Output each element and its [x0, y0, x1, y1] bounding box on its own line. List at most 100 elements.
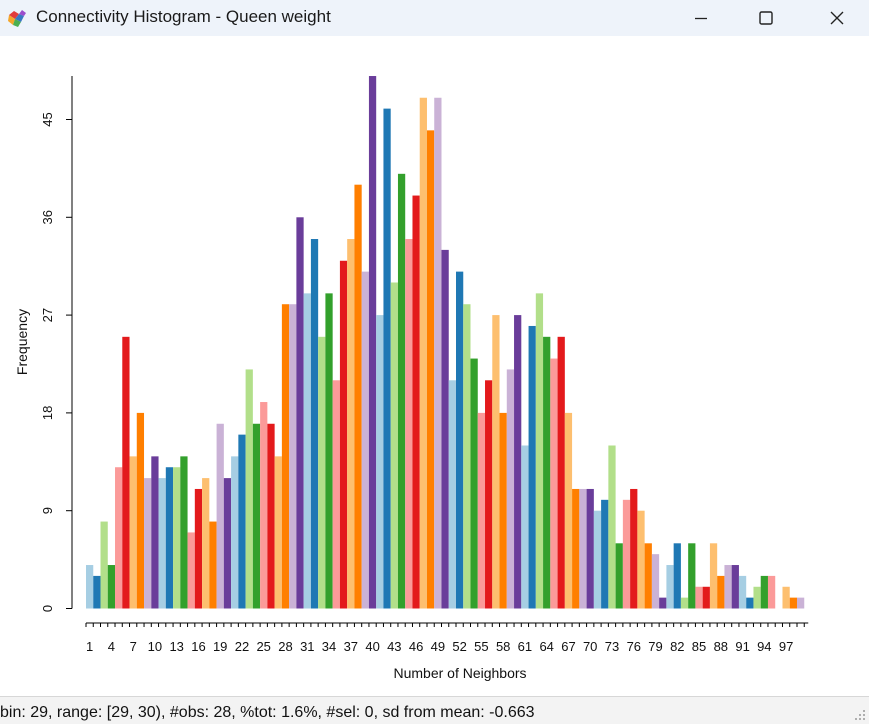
- histogram-bar[interactable]: [368, 76, 377, 609]
- histogram-bar[interactable]: [521, 445, 529, 609]
- histogram-bar[interactable]: [107, 565, 116, 609]
- histogram-bar[interactable]: [274, 456, 282, 609]
- histogram-bar[interactable]: [419, 97, 427, 609]
- histogram-bar[interactable]: [115, 467, 123, 609]
- close-button[interactable]: [805, 0, 869, 36]
- histogram-bar[interactable]: [426, 130, 435, 609]
- histogram-bar[interactable]: [608, 445, 616, 609]
- histogram-bar[interactable]: [339, 260, 348, 609]
- histogram-bar[interactable]: [477, 412, 486, 609]
- histogram-bar[interactable]: [470, 358, 478, 609]
- histogram-bar[interactable]: [245, 369, 253, 609]
- histogram-bar[interactable]: [579, 488, 587, 609]
- resize-grip-icon[interactable]: [854, 709, 866, 721]
- histogram-bar[interactable]: [267, 423, 275, 609]
- histogram-bar[interactable]: [151, 456, 159, 609]
- histogram-bar[interactable]: [702, 586, 710, 609]
- histogram-bar[interactable]: [644, 543, 652, 609]
- histogram-bar[interactable]: [717, 575, 725, 609]
- histogram-bar[interactable]: [586, 488, 594, 609]
- histogram-bar[interactable]: [187, 532, 195, 609]
- histogram-bar[interactable]: [782, 586, 790, 609]
- histogram-bar[interactable]: [492, 315, 500, 609]
- histogram-bar[interactable]: [593, 510, 602, 609]
- histogram-bar[interactable]: [310, 239, 319, 609]
- histogram-bar[interactable]: [485, 380, 493, 609]
- histogram-bar[interactable]: [216, 423, 224, 609]
- histogram-bar[interactable]: [296, 217, 304, 609]
- histogram-bar[interactable]: [651, 554, 660, 609]
- histogram-bar[interactable]: [630, 488, 638, 609]
- histogram-bar[interactable]: [165, 467, 174, 609]
- histogram-bar[interactable]: [93, 575, 101, 609]
- histogram-bar[interactable]: [572, 488, 580, 609]
- histogram-bar[interactable]: [158, 478, 166, 609]
- histogram-bar[interactable]: [666, 565, 674, 609]
- histogram-bar[interactable]: [738, 575, 747, 609]
- histogram-bar[interactable]: [100, 521, 108, 609]
- histogram-bar[interactable]: [318, 336, 326, 609]
- histogram-bar[interactable]: [180, 456, 188, 609]
- histogram-chart[interactable]: 0 9 18 27 36 45 1 4 7 10 13 16 19 22 25 28 31 34 37 40 43 46 4…: [0, 36, 869, 696]
- histogram-bar[interactable]: [209, 521, 217, 609]
- histogram-svg[interactable]: 0 9 18 27 36 45 1 4 7 10 13 16 19 22 25 28 31 34 37 40 43 46 4…: [0, 36, 869, 696]
- histogram-bar[interactable]: [252, 423, 261, 609]
- histogram-bar[interactable]: [441, 249, 449, 609]
- histogram-bar[interactable]: [397, 173, 406, 609]
- histogram-bar[interactable]: [390, 282, 398, 609]
- histogram-bar[interactable]: [543, 336, 551, 609]
- histogram-bar[interactable]: [194, 488, 203, 609]
- histogram-bar[interactable]: [767, 575, 776, 609]
- histogram-bar[interactable]: [376, 315, 384, 609]
- histogram-bar[interactable]: [361, 271, 369, 609]
- histogram-bar[interactable]: [86, 565, 94, 609]
- histogram-bar[interactable]: [637, 510, 645, 609]
- histogram-bar[interactable]: [709, 543, 718, 609]
- histogram-bar[interactable]: [760, 575, 768, 609]
- histogram-bar[interactable]: [796, 597, 805, 609]
- histogram-bar[interactable]: [557, 336, 565, 609]
- histogram-bar[interactable]: [405, 239, 413, 609]
- histogram-bar[interactable]: [499, 412, 507, 609]
- histogram-bar[interactable]: [202, 478, 210, 609]
- histogram-bar[interactable]: [688, 543, 696, 609]
- histogram-bar[interactable]: [325, 293, 333, 609]
- histogram-bar[interactable]: [514, 315, 522, 609]
- histogram-bar[interactable]: [731, 565, 739, 609]
- histogram-bar[interactable]: [260, 402, 268, 609]
- histogram-bar[interactable]: [550, 358, 558, 609]
- histogram-bar[interactable]: [528, 325, 536, 609]
- histogram-bar[interactable]: [601, 499, 609, 609]
- histogram-bar[interactable]: [659, 597, 667, 609]
- histogram-bar[interactable]: [332, 380, 340, 609]
- histogram-bar[interactable]: [789, 597, 797, 609]
- histogram-bar[interactable]: [535, 293, 544, 609]
- histogram-bar[interactable]: [673, 543, 681, 609]
- histogram-bar[interactable]: [434, 97, 442, 609]
- histogram-bar[interactable]: [231, 456, 239, 609]
- histogram-bar[interactable]: [173, 467, 181, 609]
- histogram-bar[interactable]: [746, 597, 754, 609]
- histogram-bar[interactable]: [144, 478, 152, 609]
- minimize-button[interactable]: [669, 0, 733, 36]
- histogram-bar[interactable]: [448, 380, 456, 609]
- histogram-bar[interactable]: [383, 108, 391, 609]
- histogram-bar[interactable]: [564, 412, 573, 609]
- histogram-bar[interactable]: [506, 369, 515, 609]
- histogram-bar[interactable]: [289, 304, 297, 609]
- histogram-bar[interactable]: [680, 597, 689, 609]
- histogram-bar[interactable]: [122, 336, 130, 609]
- histogram-bar[interactable]: [724, 565, 732, 609]
- histogram-bar[interactable]: [622, 499, 631, 609]
- histogram-bar[interactable]: [129, 456, 137, 609]
- histogram-bar[interactable]: [753, 586, 761, 609]
- histogram-bar[interactable]: [136, 412, 145, 609]
- histogram-bar[interactable]: [463, 304, 471, 609]
- histogram-bar[interactable]: [238, 434, 246, 609]
- histogram-bar[interactable]: [303, 293, 311, 609]
- histogram-bar[interactable]: [456, 271, 464, 609]
- histogram-bar[interactable]: [347, 239, 355, 609]
- histogram-bar[interactable]: [615, 543, 623, 609]
- histogram-bar[interactable]: [412, 195, 420, 609]
- histogram-bar[interactable]: [354, 184, 362, 609]
